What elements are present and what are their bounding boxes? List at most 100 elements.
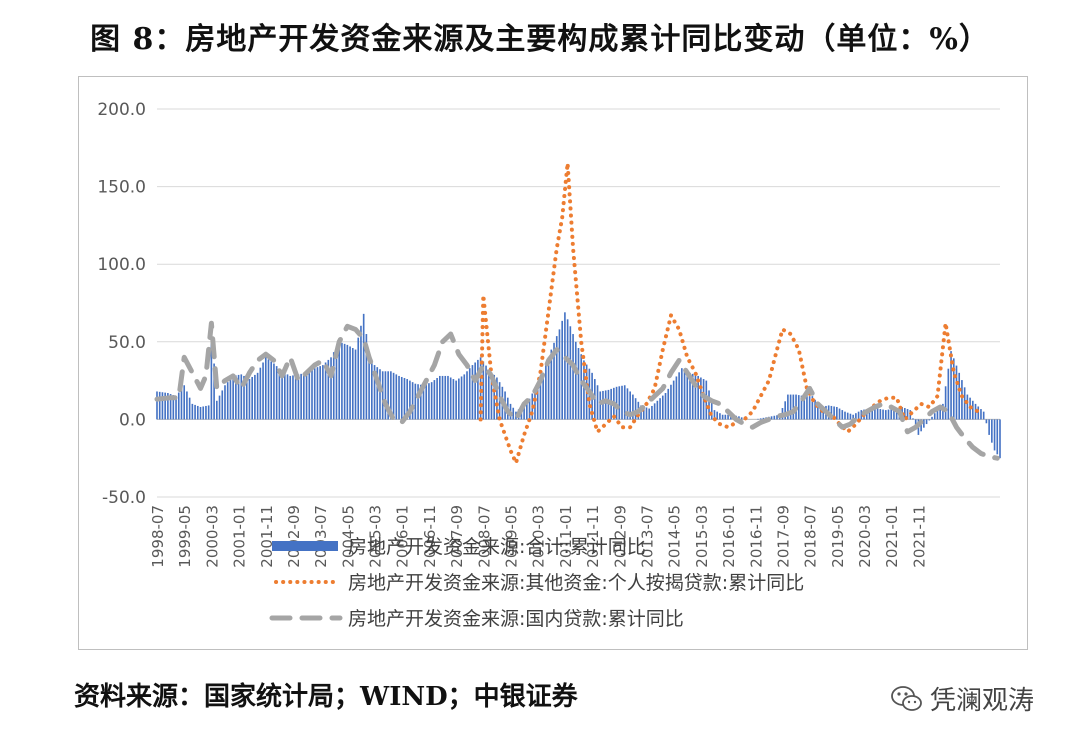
bar	[681, 368, 683, 419]
bar	[773, 416, 775, 420]
bar	[844, 412, 846, 420]
bar	[836, 407, 838, 419]
bar	[284, 373, 286, 420]
bar	[251, 377, 253, 419]
bar	[249, 379, 251, 419]
bar	[360, 326, 362, 420]
bar	[453, 379, 455, 419]
bar	[841, 410, 843, 419]
legend-label: 房地产开发资金来源:其他资金:个人按揭贷款:累计同比	[348, 572, 804, 594]
bar	[570, 326, 572, 419]
bar	[395, 374, 397, 419]
bar	[319, 366, 321, 419]
bar	[545, 365, 547, 419]
bar	[988, 419, 990, 435]
bar	[442, 376, 444, 419]
bar	[262, 362, 264, 419]
bar	[999, 419, 1001, 458]
bar	[219, 396, 221, 420]
bar	[469, 368, 471, 419]
x-tick-label: 2021-01	[883, 505, 901, 568]
bar	[472, 365, 474, 419]
x-tick-label: 2003-07	[312, 505, 330, 568]
y-tick-label: 200.0	[97, 100, 146, 120]
x-tick-label: 2000-03	[203, 505, 221, 568]
bar	[667, 389, 669, 420]
bar	[159, 392, 161, 420]
bar	[194, 405, 196, 419]
bar	[809, 396, 811, 419]
bar	[181, 389, 183, 420]
source-note: 资料来源：国家统计局；WIND；中银证券	[74, 676, 578, 713]
bar	[885, 410, 887, 419]
legend-label: 房地产开发资金来源:合计:累计同比	[348, 536, 646, 558]
bar	[931, 417, 933, 420]
bar	[298, 374, 300, 419]
grid-lines	[157, 109, 1000, 497]
bar	[186, 391, 188, 419]
bar	[716, 412, 718, 420]
bar	[646, 408, 648, 420]
bar	[379, 369, 381, 419]
x-tick-label: 2015-03	[693, 505, 711, 568]
x-tick-label: 2014-05	[666, 505, 684, 568]
y-tick-label: -50.0	[102, 488, 146, 508]
bar	[189, 398, 191, 420]
bar	[621, 386, 623, 420]
bar	[564, 312, 566, 419]
bar	[461, 376, 463, 419]
bar	[183, 385, 185, 419]
bar	[882, 410, 884, 420]
bar	[967, 395, 969, 420]
bar	[572, 334, 574, 419]
bar	[341, 343, 343, 420]
line-series	[157, 163, 997, 463]
bar	[662, 396, 664, 420]
bar	[945, 386, 947, 419]
bar	[719, 413, 721, 419]
bar	[439, 376, 441, 419]
bar	[268, 359, 270, 419]
bar	[923, 419, 925, 427]
bar	[651, 406, 653, 419]
bar	[202, 406, 204, 419]
bar	[240, 374, 242, 419]
bar	[928, 419, 930, 420]
x-tick-label: 1998-07	[149, 505, 167, 568]
bar	[722, 415, 724, 420]
x-tick-label: 2002-09	[285, 505, 303, 568]
x-tick-label: 2001-11	[258, 505, 276, 568]
bar	[273, 364, 275, 420]
bar	[347, 345, 349, 420]
bar	[455, 381, 457, 420]
bar	[300, 374, 302, 420]
bar	[858, 412, 860, 420]
bar-series	[156, 312, 1001, 458]
bar	[281, 371, 283, 419]
bar	[994, 419, 996, 450]
bar	[477, 360, 479, 419]
bar	[371, 360, 373, 420]
bar	[790, 395, 792, 420]
bar	[575, 342, 577, 420]
bar	[880, 409, 882, 419]
bar	[597, 385, 599, 419]
bar	[287, 374, 289, 419]
bar	[303, 373, 305, 419]
bar	[357, 338, 359, 420]
bar	[798, 395, 800, 419]
bar	[458, 379, 460, 420]
bar	[355, 350, 357, 420]
bar	[926, 419, 928, 424]
bar	[757, 419, 759, 420]
watermark-text: 凭澜观涛	[930, 680, 1034, 717]
bar	[254, 375, 256, 419]
bar	[221, 390, 223, 419]
bar	[657, 401, 659, 420]
bar	[839, 409, 841, 420]
bar	[934, 413, 936, 419]
bar	[417, 384, 419, 419]
x-tick-label: 2019-05	[829, 505, 847, 568]
bar	[306, 373, 308, 420]
